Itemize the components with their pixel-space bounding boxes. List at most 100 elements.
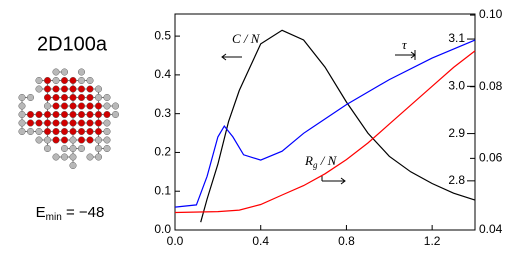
hydrophobic-monomer	[43, 110, 52, 119]
polar-monomer	[60, 153, 69, 161]
polar-monomer	[69, 136, 77, 144]
polar-monomer	[35, 136, 43, 144]
rg-main: R	[304, 153, 313, 168]
polar-monomer	[103, 127, 111, 136]
polar-monomer	[111, 102, 120, 110]
polar-monomer	[69, 144, 77, 153]
hydrophobic-monomer	[52, 93, 60, 102]
hydrophobic-monomer	[77, 93, 86, 102]
hydrophobic-monomer	[43, 127, 52, 136]
y3-tick-label: 2.8	[448, 173, 465, 187]
polar-monomer	[94, 144, 103, 153]
hydrophobic-monomer	[52, 136, 60, 144]
hydrophobic-monomer	[94, 102, 103, 110]
polar-monomer	[69, 153, 77, 161]
polar-monomer	[69, 161, 77, 170]
series-line	[200, 29, 476, 223]
plot-frame	[174, 13, 476, 231]
polar-monomer	[18, 93, 26, 102]
hydrophobic-monomer	[26, 110, 35, 119]
hydrophobic-monomer	[60, 102, 69, 110]
hydrophobic-monomer	[103, 110, 111, 119]
hydrophobic-monomer	[43, 85, 52, 93]
x-tick-label: 0.0	[167, 234, 184, 248]
polar-monomer	[77, 68, 86, 76]
polar-monomer	[18, 127, 26, 136]
hydrophobic-monomer	[86, 93, 94, 102]
hydrophobic-monomer	[60, 85, 69, 93]
polar-monomer	[94, 136, 103, 144]
y3-tick-label: 2.9	[448, 126, 465, 140]
polar-monomer	[77, 76, 86, 85]
hydrophobic-monomer	[69, 85, 77, 93]
cn-arrow	[221, 53, 242, 61]
cn-annotation: C / N	[232, 31, 261, 46]
hydrophobic-monomer	[60, 93, 69, 102]
y2-tick-label: 0.08	[479, 79, 503, 93]
polar-monomer	[18, 102, 26, 110]
hydrophobic-monomer	[69, 127, 77, 136]
polar-monomer	[18, 110, 26, 119]
rg-rest: / N	[317, 153, 337, 168]
hydrophobic-monomer	[60, 76, 69, 85]
polar-monomer	[26, 127, 35, 136]
y3-tick-label: 3.0	[448, 78, 465, 92]
polar-monomer	[94, 153, 103, 161]
hydrophobic-monomer	[94, 110, 103, 119]
series-line	[174, 50, 476, 214]
polar-monomer	[103, 144, 111, 153]
x-tick-label: 1.2	[424, 234, 441, 248]
hydrophobic-monomer	[77, 110, 86, 119]
polar-monomer	[60, 144, 69, 153]
rg-sub: g	[313, 160, 318, 170]
hydrophobic-monomer	[43, 76, 52, 85]
lattice-diagram	[18, 68, 120, 170]
y3-tick-label: 3.1	[448, 31, 465, 45]
hydrophobic-monomer	[60, 127, 69, 136]
hydrophobic-monomer	[69, 76, 77, 85]
energy-label: Emin = −48	[36, 204, 105, 223]
rg-annotation: Rg / N	[304, 153, 338, 170]
polar-monomer	[103, 119, 111, 127]
hydrophobic-monomer	[86, 136, 94, 144]
polar-monomer	[52, 153, 60, 161]
hydrophobic-monomer	[86, 127, 94, 136]
hydrophobic-monomer	[69, 102, 77, 110]
hydrophobic-monomer	[60, 136, 69, 144]
hydrophobic-monomer	[52, 119, 60, 127]
polar-monomer	[43, 144, 52, 153]
polar-monomer	[86, 153, 94, 161]
hydrophobic-monomer	[77, 85, 86, 93]
y-tick-label: 0.2	[154, 145, 171, 159]
y2-tick-label: 0.10	[479, 7, 503, 21]
hydrophobic-monomer	[52, 102, 60, 110]
tau-arrow	[395, 50, 416, 60]
energy-rest: = −48	[62, 204, 105, 221]
polar-monomer	[103, 93, 111, 102]
hydrophobic-monomer	[77, 127, 86, 136]
hydrophobic-monomer	[43, 93, 52, 102]
y-tick-label: 0.5	[154, 28, 171, 42]
polar-monomer	[94, 85, 103, 93]
polar-monomer	[60, 68, 69, 76]
hydrophobic-monomer	[94, 127, 103, 136]
hydrophobic-monomer	[43, 119, 52, 127]
hydrophobic-monomer	[52, 110, 60, 119]
hydrophobic-monomer	[94, 119, 103, 127]
hydrophobic-monomer	[35, 110, 43, 119]
hydrophobic-monomer	[60, 110, 69, 119]
hydrophobic-monomer	[77, 102, 86, 110]
polar-monomer	[18, 119, 26, 127]
polar-monomer	[52, 76, 60, 85]
hydrophobic-monomer	[77, 119, 86, 127]
energy-main: E	[36, 204, 46, 221]
polar-monomer	[43, 136, 52, 144]
hydrophobic-monomer	[60, 119, 69, 127]
polar-monomer	[35, 76, 43, 85]
polar-monomer	[111, 110, 120, 119]
hydrophobic-monomer	[69, 110, 77, 119]
polar-monomer	[94, 93, 103, 102]
rg-arrow	[321, 176, 346, 185]
